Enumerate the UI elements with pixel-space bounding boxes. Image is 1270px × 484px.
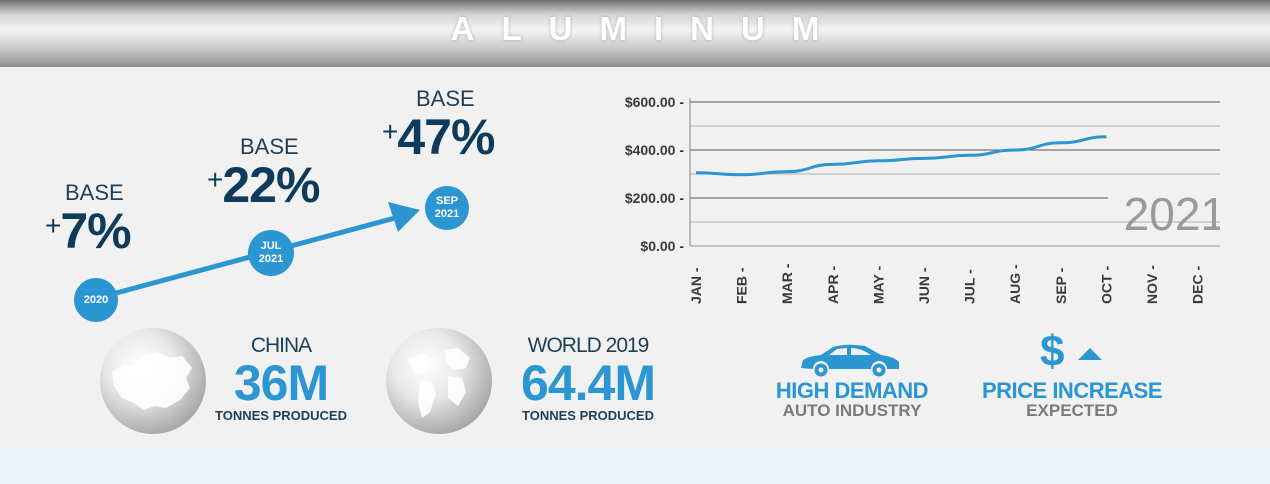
high-demand-feature: HIGH DEMAND AUTO INDUSTRY (760, 378, 944, 421)
chart-grid (689, 98, 1220, 247)
y-tick-label: $400.00 - (625, 142, 684, 158)
growth-percent: +22% (207, 157, 320, 213)
feature-title: HIGH DEMAND (775, 378, 929, 403)
growth-arrow-graphic (89, 202, 420, 303)
y-tick-label: $600.00 - (625, 94, 684, 110)
growth-plus: + (45, 210, 61, 241)
x-tick-label: JUL - (962, 269, 978, 304)
growth-arrow-head (388, 202, 420, 232)
x-tick-label: MAR - (779, 263, 795, 304)
china-map-icon (112, 352, 192, 410)
footer-strip (0, 448, 1270, 484)
growth-value: 47% (397, 109, 495, 165)
x-tick-label: OCT - (1098, 266, 1114, 304)
y-tick-label: $200.00 - (625, 190, 684, 206)
x-tick-label: JAN - (688, 267, 704, 304)
date-dot-jul-2021: JUL 2021 (248, 230, 294, 276)
growth-item-jul-2021: BASE +22% (207, 134, 320, 213)
growth-value: 22% (222, 157, 320, 213)
world-map-icon (408, 348, 470, 418)
title-banner: ALUMINUM (0, 0, 1270, 67)
stat-sub: TONNES PRODUCED (522, 408, 654, 423)
stat-label: WORLD 2019 (527, 334, 650, 357)
up-triangle-icon (1078, 348, 1102, 360)
banner-title: ALUMINUM (450, 10, 847, 47)
chart-y-axis: $0.00 - $200.00 - $400.00 - $600.00 - (625, 94, 685, 254)
car-icon (801, 344, 899, 377)
x-tick-label: MAY - (870, 266, 886, 304)
growth-plus: + (207, 164, 223, 195)
x-tick-label: SEP - (1053, 267, 1069, 304)
x-tick-label: DEC - (1190, 266, 1206, 304)
feature-sub: AUTO INDUSTRY (782, 401, 922, 420)
y-tick-label: $0.00 - (640, 238, 684, 254)
date-line-2: 2021 (258, 253, 284, 265)
date-line-1: JUL (260, 240, 282, 253)
date-dot-2020: 2020 (74, 278, 118, 322)
china-globe (100, 328, 206, 434)
date-line-1: SEP (435, 195, 458, 208)
feature-sub: EXPECTED (1026, 401, 1118, 420)
x-tick-label: NOV - (1144, 265, 1160, 304)
date-line-2: 2021 (434, 208, 460, 220)
x-tick-label: FEB - (734, 267, 750, 304)
stat-value: 36M (233, 355, 329, 411)
china-stat: CHINA 36M TONNES PRODUCED (206, 334, 356, 423)
date-dot-sep-2021: SEP 2021 (425, 186, 469, 230)
x-tick-label: AUG - (1007, 264, 1023, 304)
chart-year-label: 2021 (1124, 188, 1220, 240)
chart-series (695, 135, 1107, 177)
dollar-up-icon: $ (1040, 330, 1110, 378)
growth-item-2020: BASE +7% (45, 180, 132, 259)
growth-arrow-line (89, 215, 396, 303)
world-globe (386, 328, 492, 434)
stat-label: CHINA (250, 334, 312, 357)
growth-label: BASE (240, 134, 299, 159)
dollar-symbol: $ (1040, 327, 1065, 376)
growth-item-sep-2021: BASE +47% (382, 86, 495, 165)
x-tick-label: JUN - (916, 267, 932, 304)
price-line-chart: $0.00 - $200.00 - $400.00 - $600.00 - JAN -… (625, 94, 1220, 304)
growth-percent: +47% (382, 109, 495, 165)
growth-value: 7% (60, 203, 131, 259)
growth-plus: + (382, 116, 398, 147)
price-increase-feature: PRICE INCREASE EXPECTED (962, 378, 1182, 421)
date-line-1: 2020 (83, 293, 109, 306)
x-tick-label: APR - (825, 266, 841, 304)
feature-title: PRICE INCREASE (981, 378, 1163, 403)
growth-percent: +7% (45, 203, 132, 259)
chart-x-axis: JAN - FEB - MAR - APR - MAY - JUN - JUL - AUG -… (688, 263, 1206, 304)
growth-label: BASE (416, 86, 475, 111)
world-stat: WORLD 2019 64.4M TONNES PRODUCED (497, 334, 679, 423)
series-line (695, 135, 1107, 177)
stat-value: 64.4M (521, 355, 656, 411)
growth-label: BASE (65, 180, 124, 205)
stat-sub: TONNES PRODUCED (215, 408, 347, 423)
